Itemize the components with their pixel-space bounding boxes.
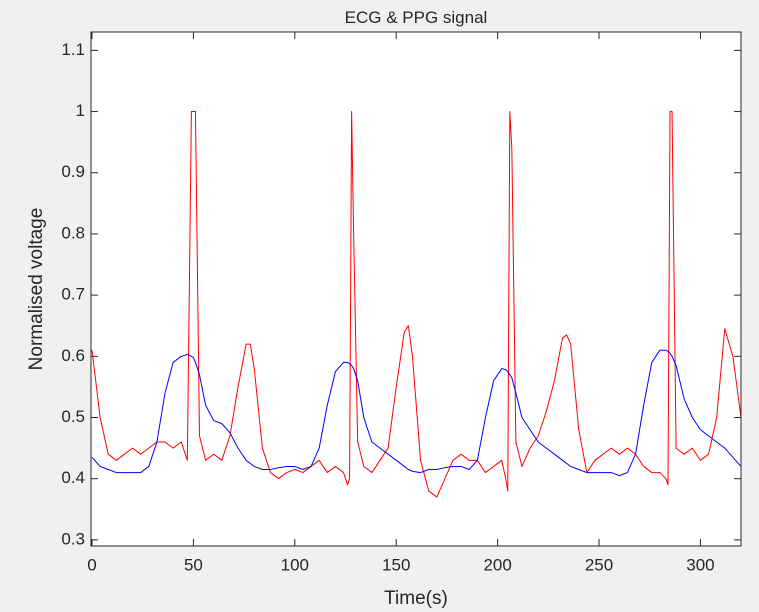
y-tick-label: 0.3 xyxy=(61,529,85,548)
x-tick-label: 0 xyxy=(87,555,96,574)
x-tick-label: 250 xyxy=(585,555,613,574)
chart-title: ECG & PPG signal xyxy=(345,8,488,27)
y-tick-label: 0.6 xyxy=(61,346,85,365)
x-axis-label: Time(s) xyxy=(384,588,448,609)
plot-area xyxy=(91,32,741,546)
x-tick-label: 200 xyxy=(483,555,511,574)
series-line xyxy=(91,349,741,477)
axes-box xyxy=(90,31,742,547)
y-tick-label: 0.8 xyxy=(61,223,85,242)
x-tick-label: 300 xyxy=(686,555,714,574)
x-tick-label: 150 xyxy=(382,555,410,574)
y-tick-label: 0.4 xyxy=(61,468,85,487)
y-tick-label: 0.7 xyxy=(61,285,85,304)
y-axis-label: Normalised voltage xyxy=(26,208,47,371)
y-tick-label: 1.1 xyxy=(61,40,85,59)
y-tick-label: 0.5 xyxy=(61,407,85,426)
x-tick-label: 100 xyxy=(281,555,309,574)
y-tick-label: 0.9 xyxy=(61,162,85,181)
x-tick-label: 50 xyxy=(184,555,203,574)
y-tick-label: 1 xyxy=(76,101,85,120)
